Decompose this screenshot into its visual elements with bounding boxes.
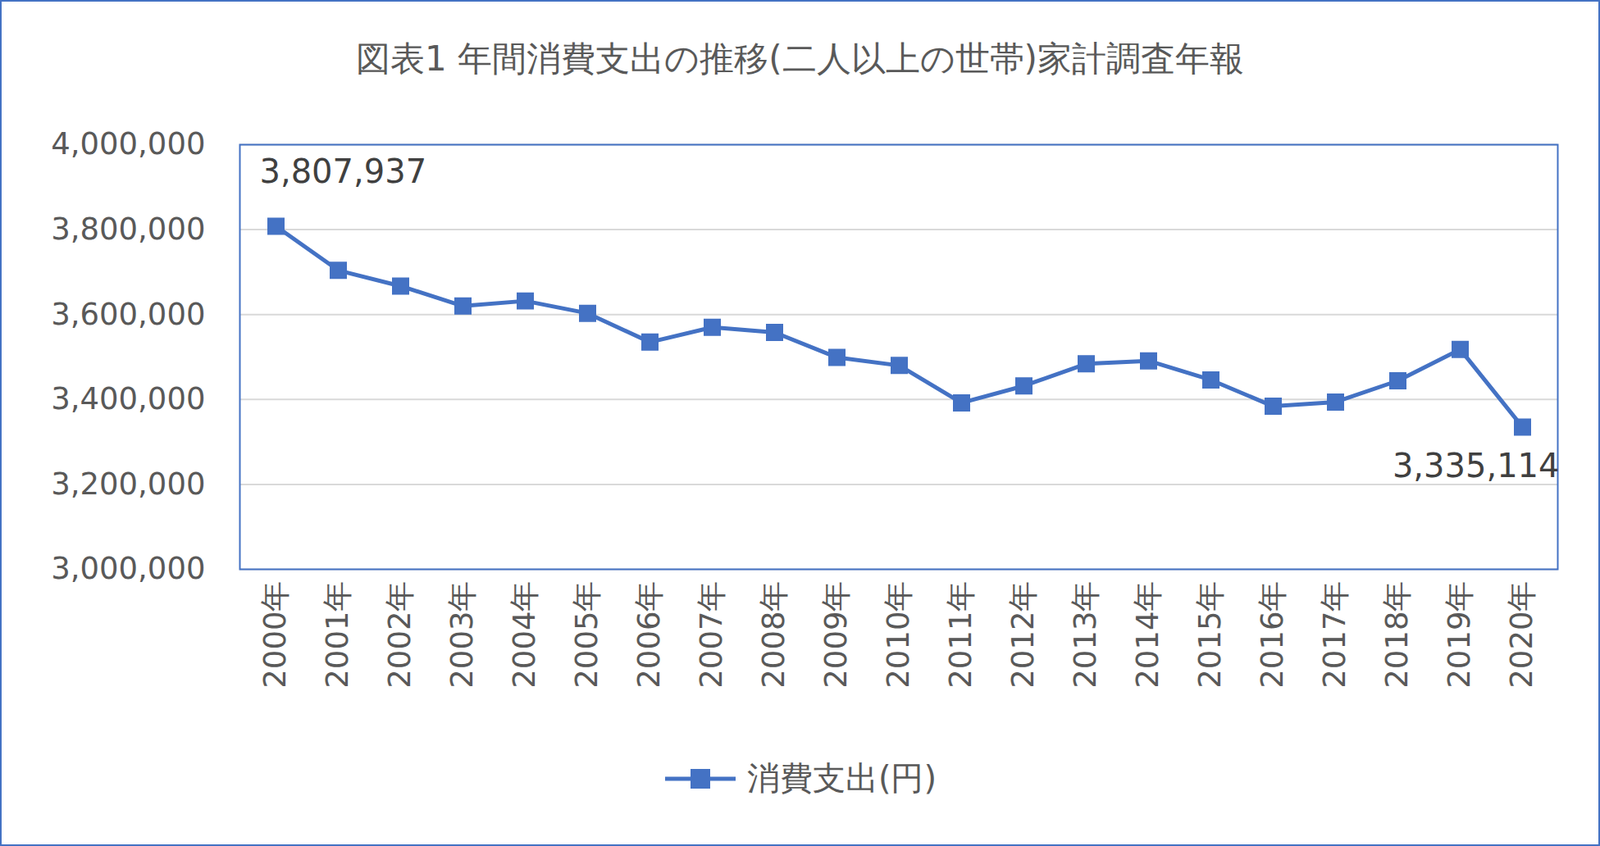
svg-text:2000年: 2000年 [257,581,293,689]
html-text:図表1 年間消費支出の推移(二人以上の世帯)家計調査年報: 図表1 年間消費支出の推移(二人以上の世帯)家計調査年報 [356,38,1244,79]
svg-text:2001年: 2001年 [319,581,356,689]
svg-text:2020年: 2020年 [1504,581,1540,689]
html-text:消費支出(円): 消費支出(円) [747,759,937,798]
svg-text:2011年: 2011年 [943,581,979,689]
svg-text:3,335,114: 3,335,114 [1392,446,1560,485]
svg-text:2005年: 2005年 [569,581,605,689]
svg-text:2002年: 2002年 [382,581,418,689]
svg-text:2014年: 2014年 [1130,581,1166,689]
svg-text:2008年: 2008年 [756,581,792,689]
svg-text:3,800,000: 3,800,000 [50,211,206,247]
svg-text:2007年: 2007年 [693,581,730,689]
svg-text:2016年: 2016年 [1254,581,1291,689]
svg-text:2006年: 2006年 [631,581,667,689]
svg-text:3,200,000: 3,200,000 [50,466,206,502]
svg-text:2003年: 2003年 [444,581,480,689]
svg-text:3,600,000: 3,600,000 [50,296,206,333]
svg-text:2010年: 2010年 [880,581,917,689]
svg-text:2018年: 2018年 [1379,581,1415,689]
svg-text:3,400,000: 3,400,000 [50,381,206,417]
svg-text:2017年: 2017年 [1317,581,1353,689]
svg-text:2009年: 2009年 [818,581,854,689]
svg-text:2013年: 2013年 [1067,581,1104,689]
svg-text:3,000,000: 3,000,000 [50,551,206,587]
svg-text:2015年: 2015年 [1192,581,1228,689]
svg-text:2012年: 2012年 [1005,581,1041,689]
svg-text:2019年: 2019年 [1441,581,1477,689]
svg-text:3,807,937: 3,807,937 [259,152,428,191]
svg-text:4,000,000: 4,000,000 [50,126,206,162]
svg-text:2004年: 2004年 [506,581,543,689]
